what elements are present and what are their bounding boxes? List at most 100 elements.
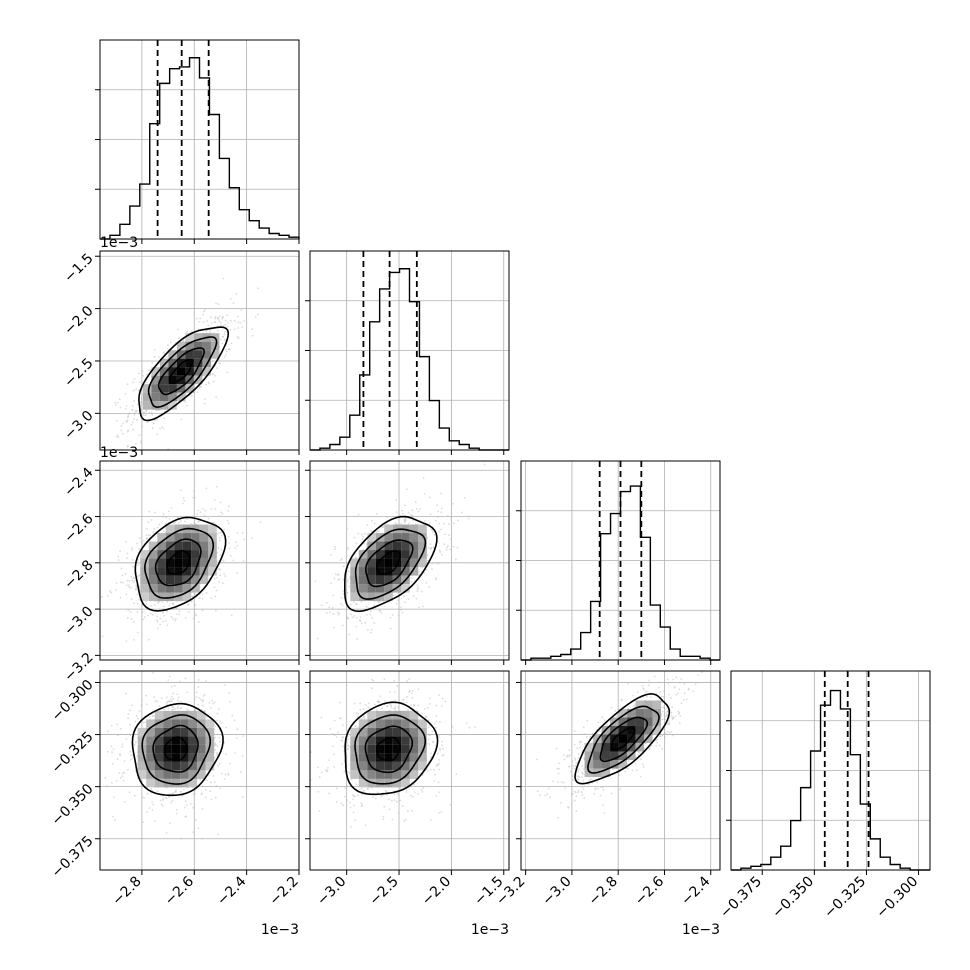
scatter-point — [331, 745, 334, 748]
scatter-point — [355, 556, 358, 559]
scatter-point — [106, 785, 109, 787]
scatter-point — [152, 422, 155, 425]
scatter-point — [131, 549, 134, 552]
density-cell — [157, 541, 166, 551]
scatter-point — [397, 706, 399, 709]
scatter-point — [399, 799, 402, 802]
contour-line — [166, 549, 191, 575]
x-axis-offset-label: 1e−3 — [261, 922, 299, 938]
scatter-point — [147, 638, 150, 641]
scatter-point — [328, 759, 330, 761]
scatter-point — [127, 413, 130, 416]
scatter-point — [333, 734, 336, 737]
scatter-point — [444, 533, 446, 536]
scatter-point — [342, 592, 345, 595]
scatter-point — [176, 516, 179, 519]
scatter-point — [405, 701, 408, 704]
density-cell — [168, 367, 177, 376]
scatter-point — [221, 513, 224, 515]
scatter-point — [151, 614, 154, 616]
scatter-point — [119, 550, 121, 553]
scatter-point — [202, 313, 204, 316]
scatter-point — [210, 316, 212, 318]
scatter-point — [227, 535, 230, 538]
scatter-point — [435, 578, 438, 581]
scatter-point — [155, 619, 158, 622]
scatter-point — [346, 615, 348, 618]
panel-border — [99, 250, 300, 451]
scatter-point — [176, 693, 179, 696]
scatter-point — [174, 707, 177, 710]
scatter-point — [131, 404, 134, 407]
density-cell — [205, 744, 215, 754]
density-cell — [409, 550, 419, 559]
scatter-point — [173, 522, 176, 524]
scatter-point — [411, 809, 413, 812]
scatter-point — [434, 519, 437, 522]
scatter-point — [120, 567, 123, 570]
scatter-point — [227, 522, 230, 525]
scatter-point — [377, 700, 379, 703]
scatter-point — [407, 709, 409, 711]
scatter-point — [228, 541, 231, 544]
density-cell — [367, 533, 376, 542]
scatter-point — [132, 389, 135, 392]
density-cell — [384, 541, 393, 551]
scatter-point — [177, 696, 180, 699]
scatter-point — [396, 685, 399, 687]
scatter-point — [320, 604, 323, 607]
scatter-point — [401, 611, 404, 614]
scatter-point — [121, 775, 124, 778]
scatter-point — [438, 734, 441, 737]
scatter-point — [417, 510, 420, 513]
scatter-point — [179, 489, 182, 492]
scatter-point — [351, 616, 354, 619]
scatter-point — [371, 687, 374, 690]
scatter-point — [330, 554, 332, 556]
scatter-point — [223, 339, 226, 341]
scatter-point — [427, 770, 429, 773]
density-cell — [165, 541, 175, 551]
scatter-point — [154, 700, 157, 703]
scatter-point — [333, 765, 336, 768]
scatter-point — [112, 796, 115, 799]
density-cell — [384, 524, 393, 534]
scatter-point — [449, 548, 452, 551]
scatter-point — [435, 715, 438, 718]
scatter-point — [421, 712, 424, 715]
scatter-point — [128, 584, 130, 587]
scatter-point — [195, 696, 198, 699]
scatter-point — [465, 722, 468, 724]
panel-hist-1 — [305, 250, 510, 455]
density-cell — [163, 727, 172, 737]
scatter-point — [377, 529, 380, 532]
density-cell — [350, 761, 359, 771]
scatter-point — [340, 717, 342, 720]
scatter-point — [213, 701, 216, 704]
scatter-point — [140, 541, 142, 543]
density-cell — [176, 392, 186, 402]
scatter-point — [239, 771, 242, 774]
scatter-point — [333, 626, 335, 629]
scatter-point — [137, 717, 139, 720]
contour-line — [168, 358, 193, 384]
y-tick-label: −3.0 — [61, 408, 96, 443]
density-cell — [188, 770, 198, 779]
scatter-point — [341, 604, 344, 607]
density-cell — [163, 744, 172, 754]
scatter-point — [361, 533, 363, 536]
scatter-point — [220, 324, 222, 327]
density-cell — [418, 558, 427, 568]
scatter-point — [126, 557, 128, 560]
scatter-point — [365, 546, 368, 548]
scatter-point — [346, 527, 348, 530]
density-cell — [384, 533, 393, 542]
scatter-point — [171, 709, 173, 711]
scatter-point — [169, 822, 171, 825]
contour-line — [354, 528, 427, 600]
scatter-point — [107, 750, 109, 753]
scatter-point — [170, 685, 173, 688]
scatter-point — [406, 696, 409, 698]
scatter-point — [136, 631, 139, 634]
density-cell — [137, 753, 147, 762]
